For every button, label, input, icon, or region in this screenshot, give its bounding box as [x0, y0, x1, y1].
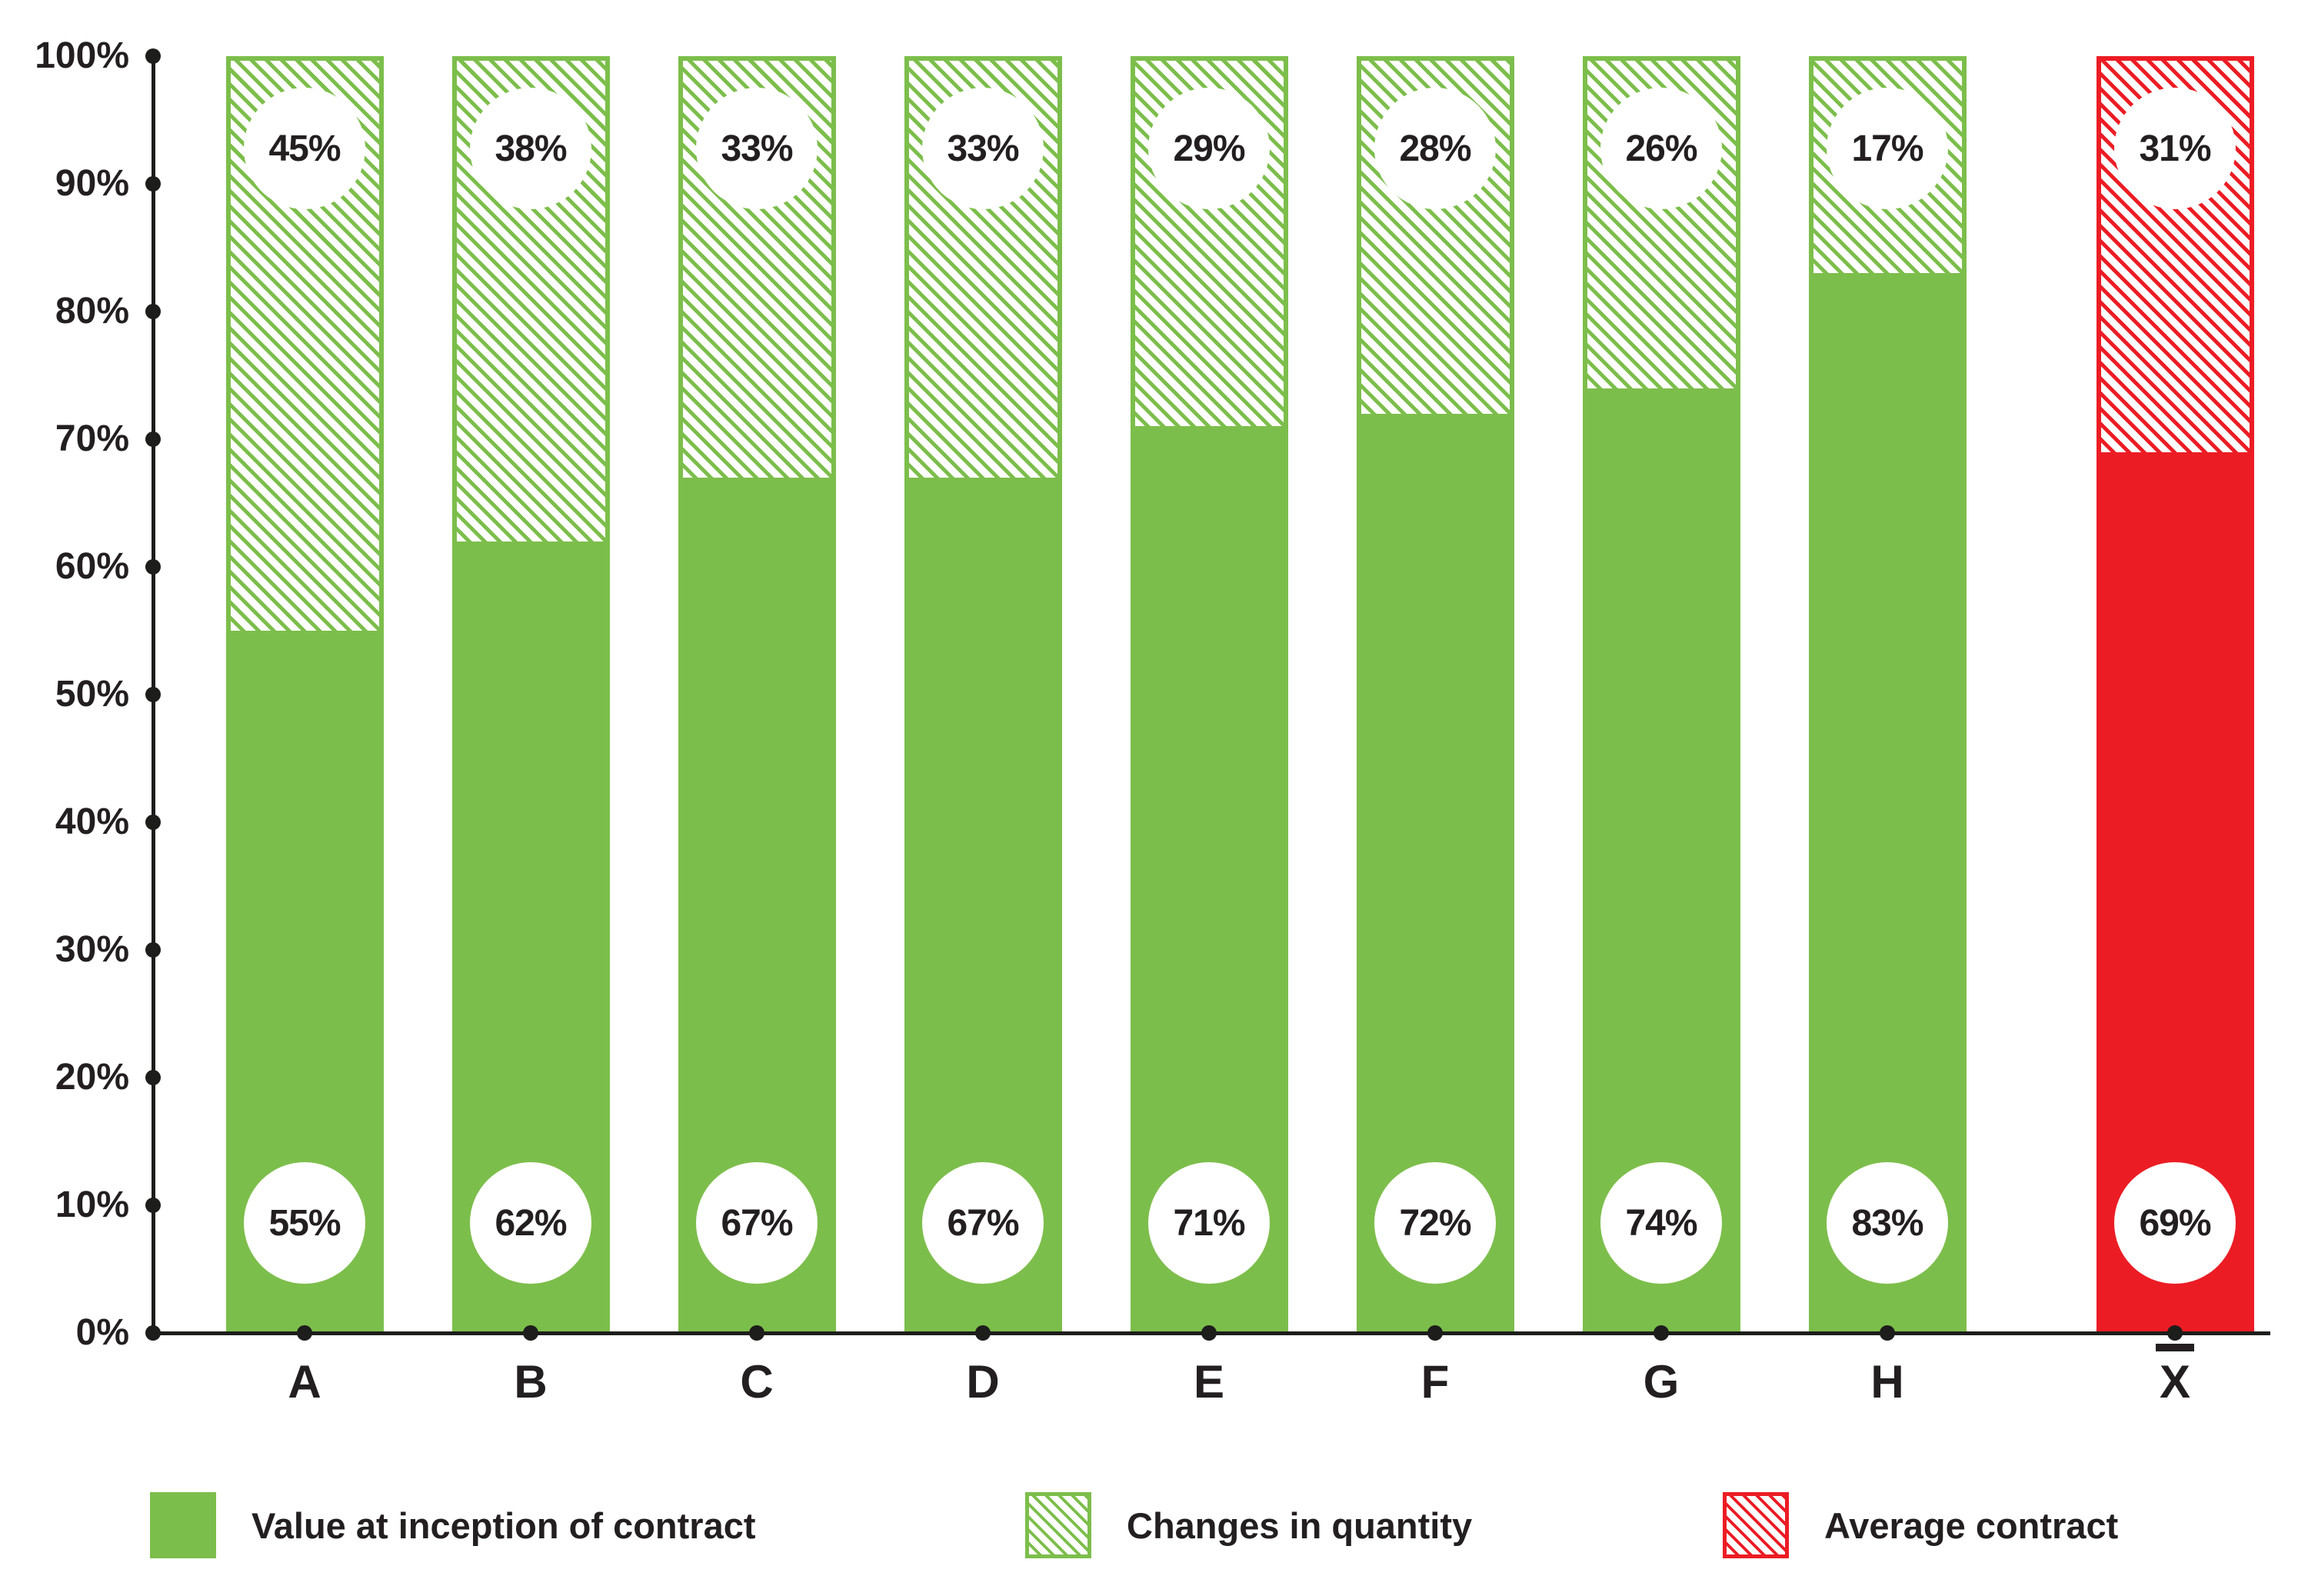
y-tick-dot	[145, 1198, 161, 1213]
bar-C: 33% 67% C	[678, 56, 836, 1405]
x-axis-line	[152, 1331, 2270, 1335]
value-circle-solid: 74%	[1600, 1162, 1722, 1284]
value-circle-solid: 83%	[1827, 1162, 1948, 1284]
y-tick-label-40: 40%	[55, 801, 129, 842]
value-circle-hatched: 38%	[470, 88, 591, 209]
x-axis-label-E: E	[1193, 1356, 1225, 1408]
y-tick-label-30: 30%	[55, 929, 129, 970]
y-tick-dot	[145, 815, 161, 830]
y-tick-label-10: 10%	[55, 1185, 129, 1225]
bar-B: 38% 62% B	[451, 56, 610, 1405]
bar-segment-solid	[1808, 273, 1967, 1333]
y-tick-label-70: 70%	[55, 418, 129, 459]
y-tick-label-100: 100%	[35, 35, 129, 76]
value-circle-hatched: 31%	[2114, 88, 2236, 209]
legend-swatch-solid-green	[150, 1492, 216, 1558]
legend-swatch-hatch-green	[1025, 1492, 1091, 1558]
legend-label: Average contract	[1824, 1504, 2119, 1546]
y-tick-label-50: 50%	[55, 674, 129, 715]
y-tick-dot	[145, 687, 161, 702]
value-circle-hatched: 45%	[244, 88, 365, 209]
y-tick-dot	[145, 559, 161, 575]
bar-X̄: 31% 69% X	[2096, 56, 2254, 1405]
y-tick-dot	[145, 48, 161, 64]
value-circle-solid: 67%	[696, 1162, 818, 1284]
y-tick-dot	[145, 304, 161, 319]
value-circle-hatched: 33%	[922, 88, 1044, 209]
x-axis-label-X: X	[2097, 1344, 2254, 1405]
x-axis-label-A: A	[288, 1356, 321, 1408]
bar-E: 29% 71% E	[1130, 56, 1288, 1405]
bar-H: 17% 83% H	[1808, 56, 1967, 1405]
bar-F: 28% 72% F	[1356, 56, 1514, 1405]
value-circle-solid: 67%	[922, 1162, 1044, 1284]
value-circle-hatched: 28%	[1374, 88, 1496, 209]
legend-item-solid-green: Value at inception of contract	[150, 1492, 756, 1558]
x-axis-label-F: F	[1420, 1356, 1450, 1408]
value-circle-solid: 72%	[1374, 1162, 1496, 1284]
y-tick-label-60: 60%	[55, 546, 129, 587]
y-tick-label-80: 80%	[55, 291, 129, 332]
value-circle-solid: 55%	[244, 1162, 365, 1284]
legend-item-hatch-green: Changes in quantity	[1025, 1492, 1472, 1558]
x-axis-label-G: G	[1643, 1356, 1680, 1408]
y-tick-dot	[145, 176, 161, 192]
y-tick-label-0: 0%	[75, 1312, 129, 1353]
x-axis-label-B: B	[514, 1356, 548, 1408]
y-tick-dot	[145, 431, 161, 447]
value-circle-solid: 69%	[2114, 1162, 2236, 1284]
value-circle-hatched: 33%	[696, 88, 818, 209]
value-circle-solid: 71%	[1148, 1162, 1270, 1284]
value-circle-hatched: 29%	[1148, 88, 1270, 209]
y-tick-dot	[145, 942, 161, 958]
bar-A: 45% 55% A	[225, 56, 384, 1405]
legend-label: Changes in quantity	[1127, 1504, 1473, 1546]
legend-swatch-hatch-red	[1723, 1492, 1789, 1558]
y-tick-dot	[145, 1325, 161, 1341]
y-tick-label-90: 90%	[55, 163, 129, 204]
bar-D: 33% 67% D	[904, 56, 1062, 1405]
y-tick-label-20: 20%	[55, 1057, 129, 1098]
x-axis-label-D: D	[966, 1356, 1000, 1408]
legend-item-hatch-red: Average contract	[1723, 1492, 2118, 1558]
value-circle-hatched: 17%	[1827, 88, 1948, 209]
value-circle-hatched: 26%	[1600, 88, 1722, 209]
legend-label: Value at inception of contract	[251, 1504, 756, 1546]
bar-G: 26% 74% G	[1582, 56, 1740, 1405]
mean-overline	[2156, 1344, 2194, 1351]
x-axis-label-H: H	[1870, 1356, 1904, 1408]
x-axis-label-C: C	[740, 1356, 774, 1408]
y-tick-dot	[145, 1070, 161, 1085]
value-circle-solid: 62%	[470, 1162, 591, 1284]
